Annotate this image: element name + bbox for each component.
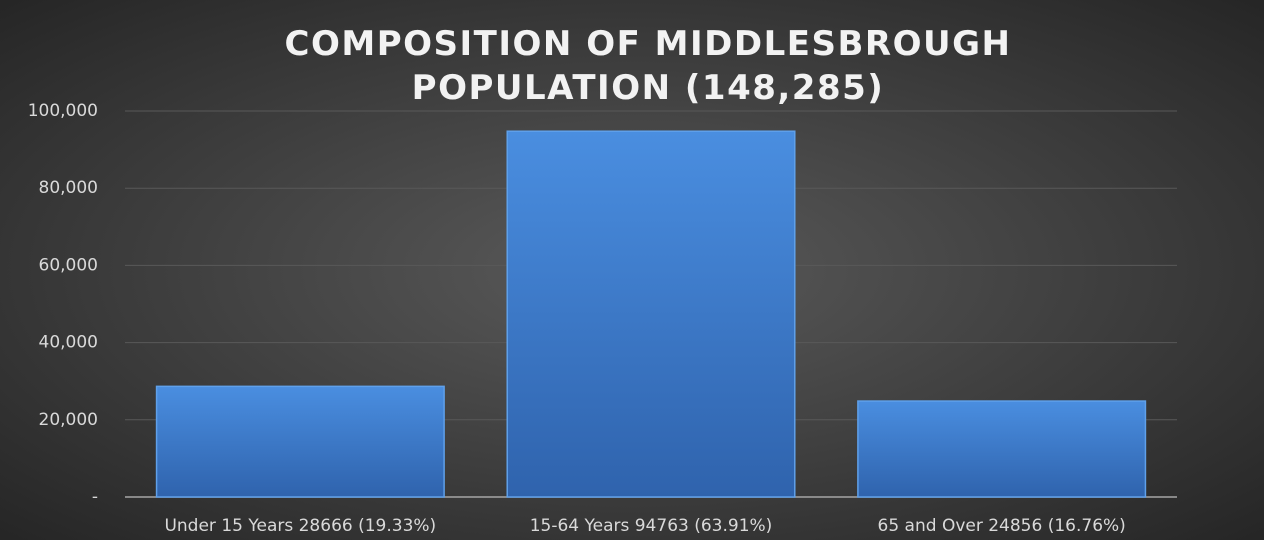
x-tick-label: 15-64 Years 94763 (63.91%) bbox=[530, 516, 773, 536]
bar bbox=[506, 130, 796, 498]
y-tick-label: 20,000 bbox=[39, 410, 98, 430]
bar bbox=[857, 400, 1147, 498]
bar bbox=[155, 385, 445, 498]
y-tick-label: 60,000 bbox=[39, 255, 98, 275]
chart-title: COMPOSITION OF MIDDLESBROUGH POPULATION … bbox=[284, 24, 1012, 108]
x-tick-label: 65 and Over 24856 (16.76%) bbox=[878, 516, 1126, 536]
y-tick-label: 80,000 bbox=[39, 178, 98, 198]
x-tick-label: Under 15 Years 28666 (19.33%) bbox=[164, 516, 436, 536]
y-tick-label: 40,000 bbox=[39, 333, 98, 353]
y-tick-label: 100,000 bbox=[28, 101, 98, 121]
y-tick-label: - bbox=[92, 487, 98, 507]
